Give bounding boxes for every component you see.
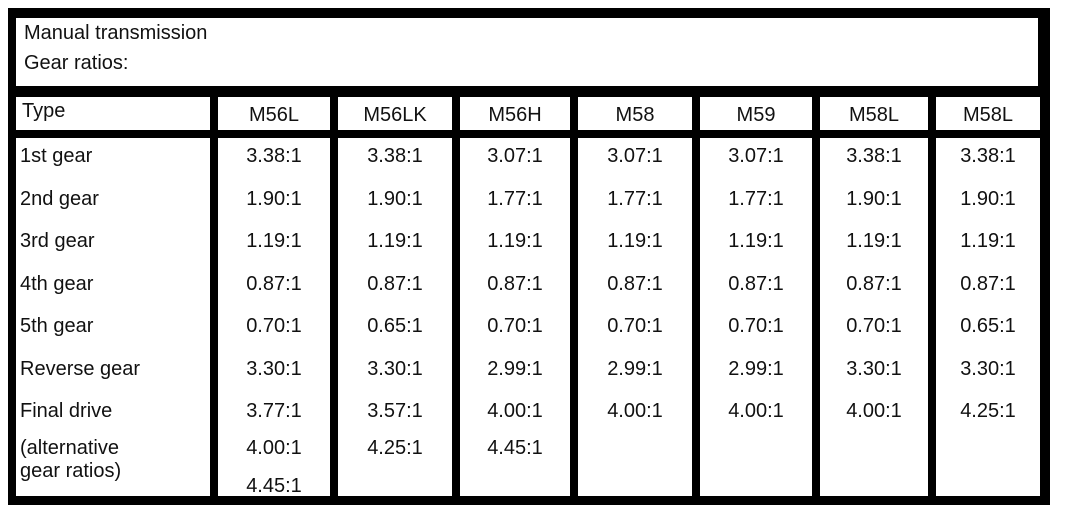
row-label: 3rd gear (20, 230, 95, 252)
value-column: 3.38:1 1.90:1 1.19:1 0.87:1 0.65:1 3.30:1 4.25… (936, 138, 1040, 496)
cell-value: 3.38:1 (246, 145, 302, 167)
cell-value: 1.19:1 (246, 230, 302, 252)
column-header: M58L (936, 97, 1040, 130)
cell-value: 1.19:1 (607, 230, 663, 252)
cell-value: 3.30:1 (246, 357, 302, 380)
cell-value: 3.07:1 (728, 145, 784, 167)
cell-value: 0.65:1 (367, 315, 423, 337)
cell-value: 1.77:1 (607, 187, 663, 210)
value-column: 3.07:1 1.77:1 1.19:1 0.87:1 0.70:1 2.99:1 4.00… (700, 138, 812, 496)
cell-value: 0.87:1 (487, 272, 543, 295)
cell-value: 0.87:1 (246, 272, 302, 295)
header: Manual transmission Gear ratios: (16, 18, 1038, 86)
column-header: M59 (700, 97, 812, 130)
column-header: M56LK (338, 97, 452, 130)
cell-value: 4.00:1 (728, 400, 784, 422)
cell-value: 1.19:1 (728, 230, 784, 252)
cell-value: 4.00:1 (487, 400, 543, 422)
cell-value: 1.90:1 (846, 187, 902, 210)
column-header: Type (16, 97, 210, 130)
cell-value: 4.25:1 (960, 400, 1016, 422)
cell-value: 0.87:1 (367, 272, 423, 295)
cell-value: 1.19:1 (960, 230, 1016, 252)
cell-value: 0.65:1 (960, 315, 1016, 337)
cell-value: 4.00:1 (246, 436, 302, 459)
title: Manual transmission (24, 22, 208, 44)
cell-value: 3.30:1 (846, 357, 902, 380)
row-label: Final drive (20, 400, 113, 422)
cell-value: 4.00:1 (607, 400, 663, 422)
cell-value: 0.70:1 (846, 315, 902, 337)
row-label: Reverse gear (20, 357, 141, 380)
table: Type M56L M56LK M56H M58 M59 M58L M58L 1st gear 2… (16, 97, 1040, 497)
cell-value: 3.30:1 (367, 357, 423, 380)
cell-value: 0.87:1 (607, 272, 663, 295)
cell-value: 1.19:1 (846, 230, 902, 252)
cell-value: 0.70:1 (246, 315, 302, 337)
cell-value: 1.77:1 (728, 187, 784, 210)
label-column: 1st gear 2nd gear 3rd gear 4th gear 5th gear… (16, 138, 210, 496)
cell-value: 3.38:1 (367, 145, 423, 167)
cell-value: 3.38:1 (960, 145, 1016, 167)
value-column: 3.07:1 1.77:1 1.19:1 0.87:1 0.70:1 2.99:1 4.00… (460, 138, 570, 496)
cell-value: 3.57:1 (367, 400, 423, 422)
cell-value: 1.90:1 (246, 187, 302, 210)
cell-value: 3.07:1 (607, 145, 663, 167)
cell-value: 2.99:1 (728, 357, 784, 380)
column-header: M58L (820, 97, 928, 130)
cell-value: 0.87:1 (960, 272, 1016, 295)
row-label: gear ratios) (20, 459, 122, 482)
cell-value: 1.19:1 (367, 230, 423, 252)
cell-value: 3.38:1 (846, 145, 902, 167)
cell-value: 3.07:1 (487, 145, 543, 167)
row-label: (alternative (20, 436, 119, 459)
cell-value: 4.25:1 (367, 436, 423, 459)
cell-value: 4.45:1 (487, 436, 543, 459)
cell-value: 0.87:1 (846, 272, 902, 295)
cell-value: 1.19:1 (487, 230, 543, 252)
cell-value: 0.87:1 (728, 272, 784, 295)
cell-value: 1.77:1 (487, 187, 543, 210)
table-frame: Manual transmission Gear ratios: Type M56… (8, 8, 1050, 505)
cell-value: 0.70:1 (728, 315, 784, 337)
value-column: 3.38:1 1.90:1 1.19:1 0.87:1 0.65:1 3.30:1 3.57… (338, 138, 452, 496)
column-header: M58 (578, 97, 692, 130)
subtitle: Gear ratios: (24, 52, 129, 74)
cell-value: 2.99:1 (487, 357, 543, 380)
cell-value: 4.45:1 (246, 474, 302, 497)
row-label: 4th gear (20, 272, 94, 295)
row-label: 5th gear (20, 315, 94, 337)
cell-value: 3.77:1 (246, 400, 302, 422)
cell-value: 0.70:1 (487, 315, 543, 337)
value-column: 3.38:1 1.90:1 1.19:1 0.87:1 0.70:1 3.30:1 3.77… (218, 138, 330, 497)
cell-value: 3.30:1 (960, 357, 1016, 380)
cell-value: 1.90:1 (367, 187, 423, 210)
column-header: M56H (460, 97, 570, 130)
cell-value: 4.00:1 (846, 400, 902, 422)
cell-value: 0.70:1 (607, 315, 663, 337)
value-column: 3.07:1 1.77:1 1.19:1 0.87:1 0.70:1 2.99:1 4.00… (578, 138, 692, 496)
row-label: 1st gear (20, 145, 93, 167)
value-column: 3.38:1 1.90:1 1.19:1 0.87:1 0.70:1 3.30:1 4.00… (820, 138, 928, 496)
cell-value: 1.90:1 (960, 187, 1016, 210)
cell-value: 2.99:1 (607, 357, 663, 380)
row-label: 2nd gear (20, 187, 99, 210)
column-header: M56L (218, 97, 330, 130)
